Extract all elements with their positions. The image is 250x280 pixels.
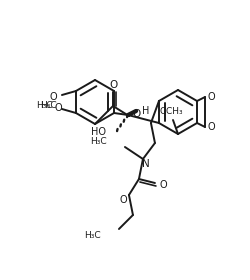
Text: H₃C: H₃C: [40, 102, 56, 111]
Text: H: H: [142, 106, 149, 116]
Text: O: O: [49, 92, 57, 102]
Text: OCH₃: OCH₃: [158, 106, 182, 115]
Text: O: O: [206, 122, 214, 132]
Text: O: O: [54, 103, 62, 113]
Text: H₃C: H₃C: [84, 230, 100, 239]
Text: H₃C: H₃C: [90, 137, 106, 146]
Text: O: O: [132, 109, 140, 119]
Text: O: O: [119, 195, 126, 205]
Text: O: O: [158, 180, 166, 190]
Text: O: O: [110, 80, 118, 90]
Text: N: N: [142, 159, 149, 169]
Text: O: O: [206, 92, 214, 102]
Text: H₃C: H₃C: [36, 101, 52, 109]
Text: HO: HO: [91, 127, 106, 137]
